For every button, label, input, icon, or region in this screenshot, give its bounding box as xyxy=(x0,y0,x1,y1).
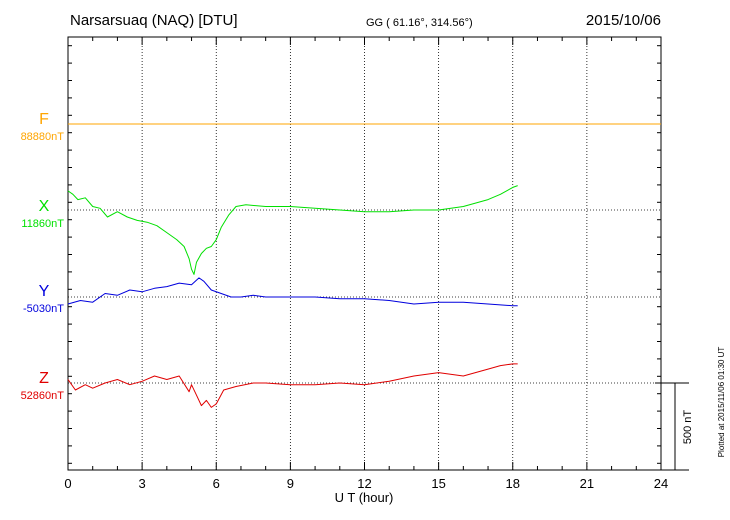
trace-baseline-x: 11860nT xyxy=(21,218,64,230)
trace-name-x: X xyxy=(39,198,50,215)
x-tick-labels: 0 3 6 9 12 15 18 21 24 xyxy=(64,476,668,491)
x-tick-label: 6 xyxy=(213,476,220,491)
trace-baseline-y: -5030nT xyxy=(23,303,64,315)
x-tick-label: 9 xyxy=(287,476,294,491)
x-tick-label: 21 xyxy=(580,476,594,491)
scale-bar: 500 nT xyxy=(655,382,694,471)
series-line-y xyxy=(67,277,518,307)
series-lines xyxy=(67,123,661,408)
trace-name-f: F xyxy=(39,111,49,128)
trace-name-y: Y xyxy=(39,283,50,300)
trace-baseline-f: 88880nT xyxy=(21,131,65,143)
grid xyxy=(141,37,588,470)
series-line-z xyxy=(67,363,518,408)
x-tick-label: 3 xyxy=(139,476,146,491)
chart-date: 2015/10/06 xyxy=(585,12,661,29)
x-tick-label: 18 xyxy=(506,476,520,491)
trace-labels: F 88880nT X 11860nT Y -5030nT Z 52860nT xyxy=(21,111,65,402)
trace-name-z: Z xyxy=(39,370,49,387)
plotted-at-note: Plotted at 2015/11/06 01:30 UT xyxy=(717,347,726,458)
x-tick-label: 0 xyxy=(64,476,71,491)
series-line-x xyxy=(67,185,518,275)
x-tick-label: 12 xyxy=(357,476,371,491)
scale-bar-label: 500 nT xyxy=(682,410,694,445)
station-title: Narsarsuaq (NAQ) [DTU] xyxy=(70,12,238,29)
x-axis-label: U T (hour) xyxy=(335,490,394,505)
x-tick-label: 24 xyxy=(654,476,668,491)
x-tick-label: 15 xyxy=(431,476,445,491)
trace-baseline-z: 52860nT xyxy=(21,390,65,402)
geographic-coords: GG ( 61.16°, 314.56°) xyxy=(366,17,473,29)
axis-ticks xyxy=(67,37,662,470)
